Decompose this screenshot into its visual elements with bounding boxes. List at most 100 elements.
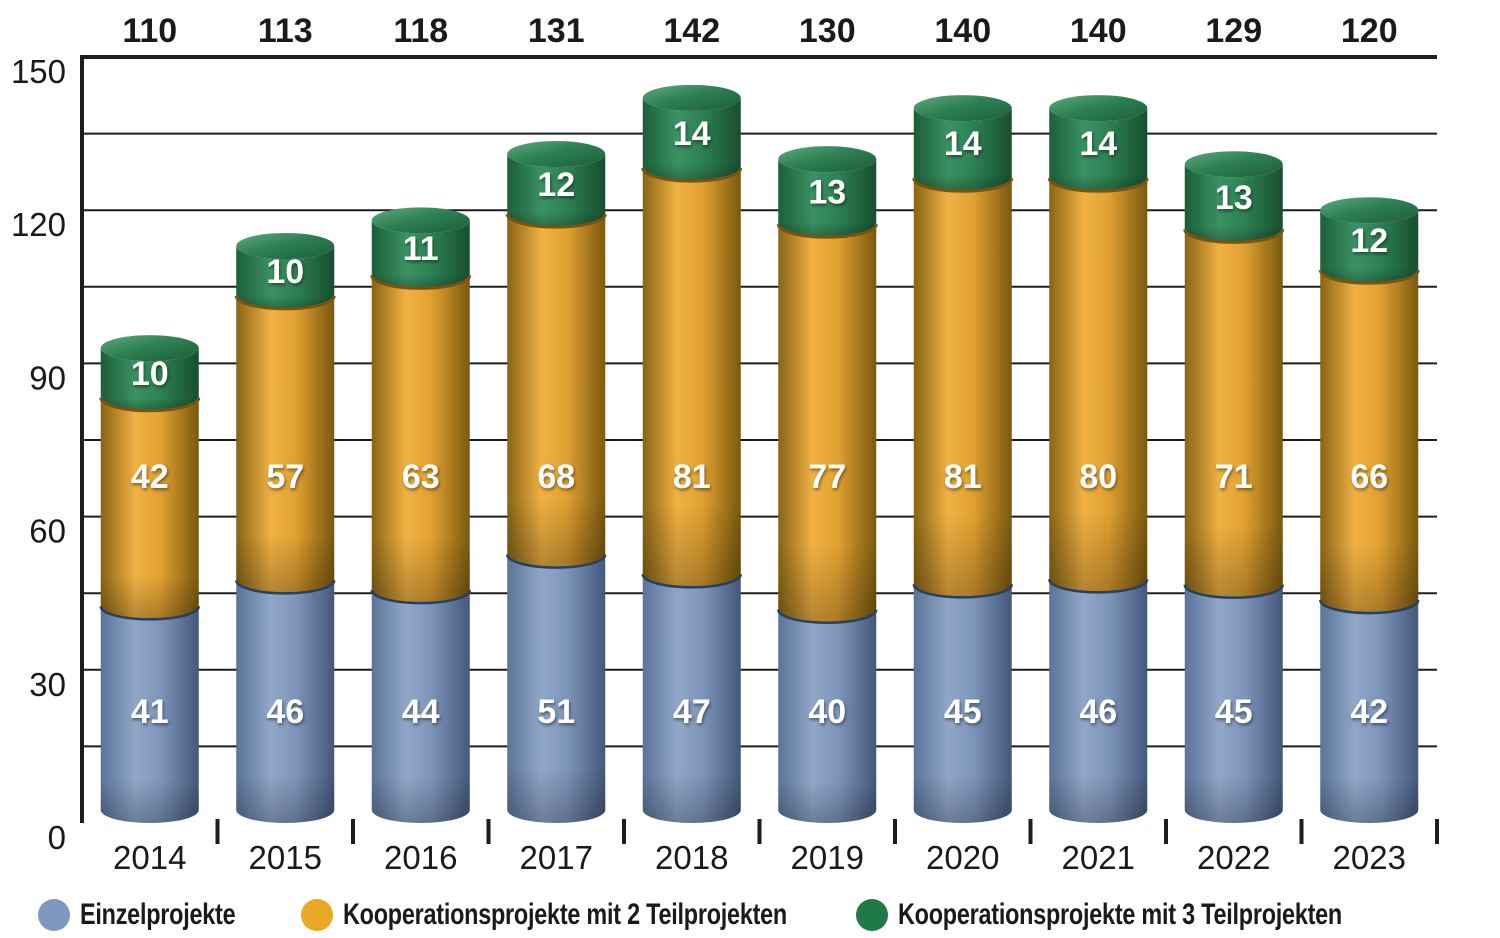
bar-2022: 45 71 13 129 2022 (1183, 12, 1285, 876)
segment-shading (1320, 210, 1419, 284)
x-tick-label: 2017 (520, 839, 593, 876)
bar-2017: 51 68 12 131 2017 (505, 12, 607, 876)
cylinder-rim (506, 554, 607, 569)
segment-shading (100, 397, 199, 620)
value-label-koop2: 77 (808, 458, 846, 496)
y-tick-label: 0 (48, 819, 66, 856)
bar-2021: 46 80 14 140 2021 (1047, 12, 1149, 876)
legend-dot-kooperation-3 (856, 899, 888, 931)
bar-2023: 42 66 12 120 2023 (1318, 12, 1420, 876)
x-tick-label: 2015 (249, 839, 322, 876)
value-label-koop2: 66 (1350, 458, 1388, 496)
cylinder-rim (641, 167, 743, 183)
cylinder-lid (236, 232, 335, 259)
value-label-koop2: 80 (1079, 458, 1117, 496)
value-label-koop2: 42 (131, 458, 169, 496)
axes: 0 30 60 90 120 150 (11, 53, 1439, 856)
segment-shading (642, 168, 741, 588)
value-label-einzel: 41 (131, 693, 169, 731)
segment-shading (1049, 579, 1148, 823)
y-tick-label: 60 (29, 513, 66, 550)
cylinder-rim (912, 584, 1013, 599)
segment-shading (371, 275, 470, 604)
cylinder-rim (912, 177, 1014, 193)
x-tick-label: 2019 (791, 839, 864, 876)
segment-shading (913, 178, 1012, 598)
legend-label-kooperation-2: Kooperationsprojekte mit 2 Teilprojekten (343, 898, 788, 931)
segment-shading (236, 295, 335, 594)
value-label-einzel: 46 (266, 693, 304, 731)
value-label-koop3: 14 (1079, 125, 1117, 163)
segment-shading (913, 584, 1012, 823)
total-label: 142 (663, 12, 720, 50)
legend-label-kooperation-3: Kooperationsprojekte mit 3 Teilprojekten (898, 898, 1343, 931)
bar-2016: 44 63 11 118 2016 (370, 12, 472, 876)
cylinder-rim (99, 397, 201, 413)
value-label-einzel: 51 (537, 693, 575, 731)
value-label-koop3: 12 (537, 166, 575, 204)
value-label-koop3: 10 (266, 253, 304, 291)
cylinder-lid (100, 335, 199, 362)
segment-shading (1049, 178, 1148, 593)
cylinder-rim (370, 589, 471, 605)
segment-shading (1184, 229, 1283, 598)
bar-2014: 41 42 10 110 2014 (99, 12, 201, 876)
segment-shading (100, 348, 199, 411)
value-label-koop3: 12 (1350, 222, 1388, 260)
value-label-koop2: 57 (266, 458, 304, 496)
cylinder-rim (1318, 269, 1420, 285)
value-label-einzel: 42 (1350, 693, 1388, 731)
value-label-einzel: 47 (673, 693, 711, 731)
value-label-koop3: 14 (944, 125, 982, 163)
value-label-einzel: 46 (1079, 693, 1117, 731)
bar-2018: 47 81 14 142 2018 (641, 12, 743, 876)
total-label: 118 (393, 12, 448, 50)
segment-shading (1320, 600, 1419, 823)
cylinder-lid (1320, 197, 1419, 224)
cylinder-rim (1319, 599, 1420, 615)
value-label-koop3: 10 (131, 355, 169, 393)
bar-2019: 40 77 13 130 2019 (776, 12, 878, 876)
segment-shading (642, 97, 741, 182)
segment-shading (778, 609, 877, 823)
y-tick-label: 30 (29, 666, 66, 703)
total-label: 130 (799, 12, 856, 50)
total-label: 131 (528, 12, 585, 50)
value-label-einzel: 44 (402, 693, 440, 731)
legend-dot-kooperation-2 (301, 899, 333, 931)
value-label-koop3: 14 (673, 115, 711, 153)
total-label: 140 (934, 12, 991, 50)
x-tick-label: 2020 (926, 839, 999, 876)
x-tick-label: 2014 (113, 839, 186, 876)
legend-item-kooperation-2: Kooperationsprojekte mit 2 Teilprojekten (301, 898, 912, 932)
legend-dot-einzelprojekte (38, 899, 70, 931)
segment-shading (778, 224, 877, 623)
y-tick-label: 120 (11, 206, 66, 243)
cylinder-lid (371, 207, 470, 234)
segment-shading (507, 154, 606, 228)
value-label-koop3: 13 (1215, 179, 1253, 217)
segment-shading (1184, 584, 1283, 823)
total-label: 113 (258, 12, 313, 50)
cylinder-rim (505, 213, 607, 229)
x-tick-label: 2023 (1333, 839, 1406, 876)
legend-item-kooperation-3: Kooperationsprojekte mit 3 Teilprojekten (856, 898, 1467, 932)
value-label-einzel: 40 (808, 693, 846, 731)
y-tick-label: 150 (11, 53, 66, 90)
x-tick-label: 2016 (384, 839, 457, 876)
total-label: 110 (122, 12, 177, 50)
total-label: 120 (1341, 12, 1398, 50)
total-label: 129 (1205, 12, 1262, 50)
bar-2015: 46 57 10 113 2015 (234, 12, 336, 876)
segment-shading (1184, 164, 1283, 243)
x-tick-label: 2018 (655, 839, 728, 876)
cylinder-rim (1047, 177, 1149, 193)
segment-shading (236, 580, 335, 823)
segment-shading (371, 220, 470, 289)
segment-shading (1049, 108, 1148, 192)
legend-label-einzelprojekte: Einzelprojekte (80, 898, 236, 931)
segment-shading (913, 108, 1012, 192)
cylinder-lid (1184, 151, 1283, 178)
